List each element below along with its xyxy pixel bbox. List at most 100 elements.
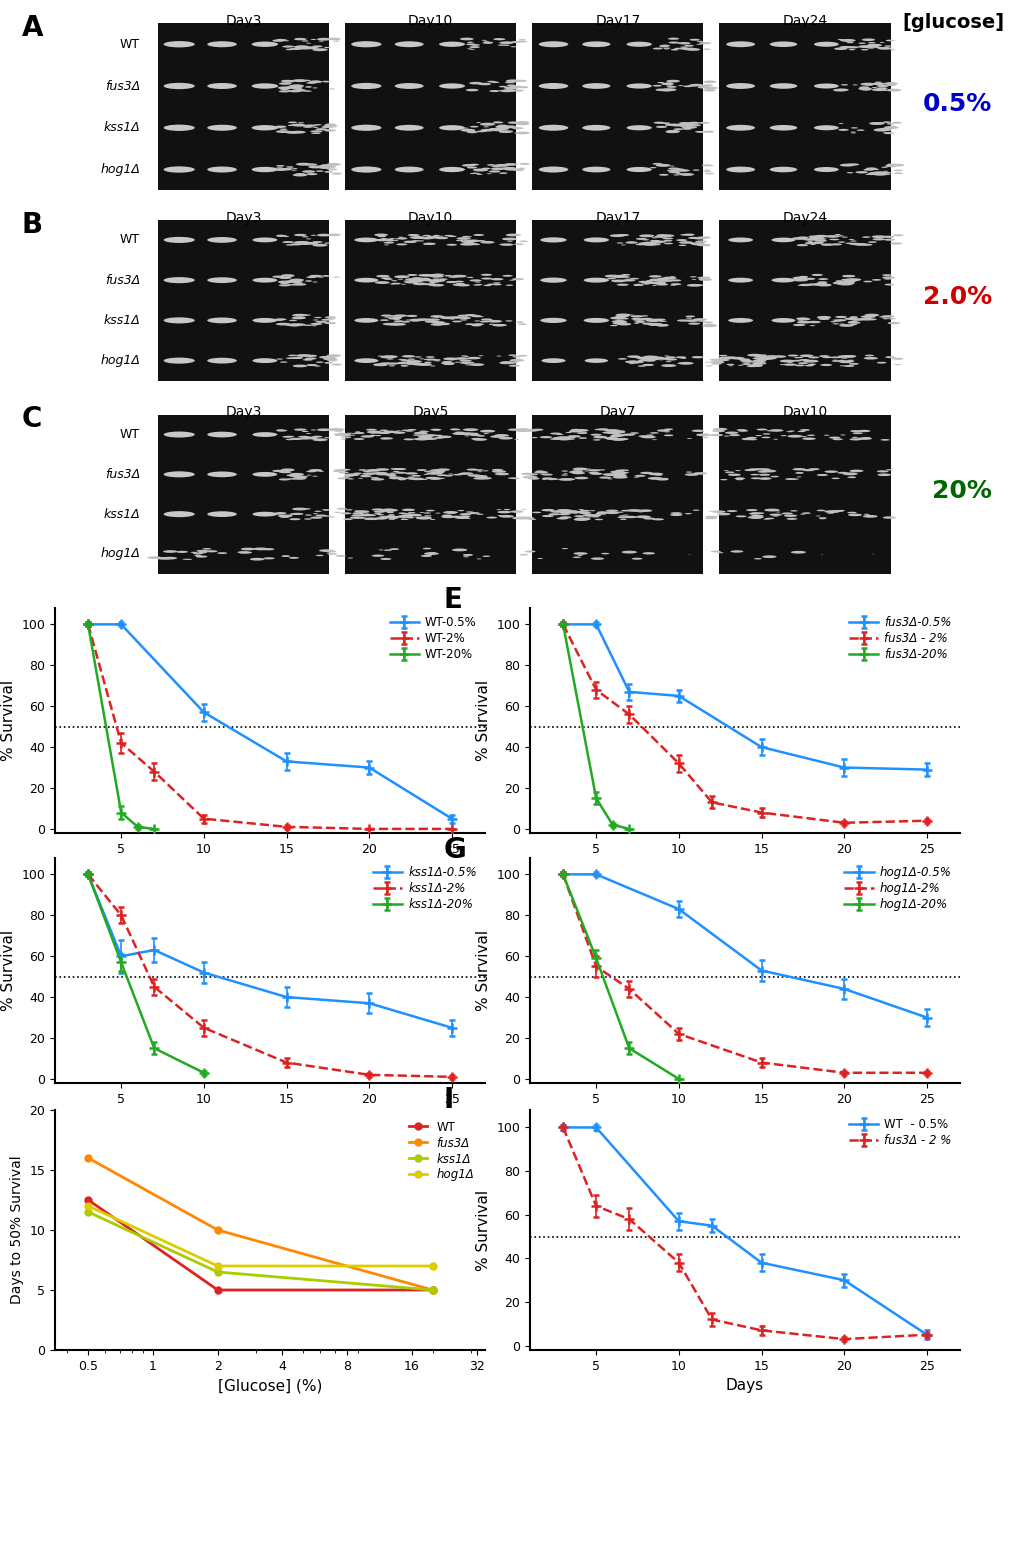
Circle shape (263, 557, 274, 560)
Circle shape (498, 172, 507, 174)
Circle shape (467, 357, 480, 360)
Circle shape (791, 238, 806, 239)
Circle shape (692, 242, 704, 246)
Circle shape (655, 324, 668, 327)
Ellipse shape (351, 41, 381, 47)
Circle shape (296, 353, 311, 357)
Circle shape (716, 513, 730, 516)
Circle shape (237, 551, 248, 554)
Circle shape (401, 513, 411, 515)
Circle shape (786, 518, 797, 519)
Circle shape (354, 438, 364, 439)
Circle shape (573, 552, 587, 555)
Circle shape (382, 508, 397, 511)
Circle shape (634, 475, 645, 477)
Circle shape (459, 472, 473, 475)
Circle shape (738, 358, 750, 361)
Circle shape (283, 45, 293, 47)
Circle shape (291, 357, 303, 360)
Ellipse shape (582, 41, 609, 47)
Circle shape (616, 516, 628, 518)
Circle shape (217, 552, 227, 554)
Circle shape (451, 275, 467, 277)
Circle shape (418, 516, 431, 519)
Circle shape (656, 235, 665, 236)
Circle shape (280, 274, 294, 277)
Text: Day5: Day5 (412, 405, 448, 419)
Circle shape (752, 357, 762, 360)
Circle shape (606, 438, 619, 439)
Circle shape (606, 278, 615, 280)
Circle shape (516, 122, 529, 125)
Circle shape (781, 513, 792, 515)
Circle shape (728, 474, 740, 475)
Circle shape (548, 513, 559, 516)
Circle shape (652, 163, 662, 164)
Ellipse shape (163, 358, 195, 364)
Y-axis label: % Survival: % Survival (1, 680, 16, 762)
Circle shape (631, 558, 642, 560)
Circle shape (842, 275, 851, 277)
hog1Δ (211, 1256, 223, 1275)
Circle shape (621, 510, 630, 511)
Circle shape (426, 275, 436, 277)
Circle shape (792, 468, 805, 471)
Circle shape (433, 324, 442, 325)
Circle shape (388, 324, 399, 325)
Circle shape (425, 319, 437, 321)
Circle shape (838, 283, 852, 286)
Circle shape (196, 555, 207, 558)
Ellipse shape (769, 125, 797, 130)
Circle shape (448, 277, 457, 278)
Circle shape (663, 280, 673, 282)
Circle shape (400, 321, 410, 322)
Circle shape (498, 515, 514, 518)
Circle shape (744, 469, 755, 471)
Circle shape (704, 518, 716, 519)
Text: fus3Δ: fus3Δ (105, 274, 140, 286)
Circle shape (572, 468, 587, 471)
Circle shape (294, 174, 306, 175)
Circle shape (882, 239, 895, 241)
Circle shape (662, 238, 673, 239)
Circle shape (649, 477, 659, 479)
Circle shape (655, 125, 666, 128)
Circle shape (441, 515, 452, 516)
Circle shape (503, 167, 518, 170)
Circle shape (327, 360, 337, 361)
Circle shape (424, 435, 436, 436)
Circle shape (414, 432, 428, 435)
Circle shape (875, 84, 888, 88)
Circle shape (648, 319, 662, 322)
Circle shape (861, 39, 874, 41)
Text: A: A (21, 14, 43, 42)
Circle shape (424, 321, 438, 322)
Circle shape (575, 518, 587, 519)
Circle shape (360, 475, 371, 477)
Circle shape (649, 278, 661, 282)
Circle shape (510, 510, 523, 513)
Circle shape (663, 435, 673, 436)
Circle shape (433, 435, 442, 436)
Circle shape (289, 91, 301, 92)
Circle shape (285, 131, 300, 135)
Circle shape (334, 433, 344, 435)
Circle shape (702, 89, 715, 92)
Circle shape (579, 510, 590, 511)
Circle shape (467, 239, 479, 242)
Circle shape (414, 438, 428, 441)
Ellipse shape (252, 238, 277, 242)
Circle shape (287, 122, 297, 124)
Circle shape (823, 471, 838, 472)
Circle shape (473, 169, 488, 172)
Circle shape (460, 242, 474, 246)
Circle shape (702, 170, 710, 172)
Ellipse shape (351, 166, 381, 172)
Circle shape (350, 516, 364, 519)
Circle shape (453, 280, 464, 283)
Text: kss1Δ: kss1Δ (103, 122, 140, 135)
Circle shape (836, 89, 848, 91)
Circle shape (459, 360, 471, 361)
Circle shape (283, 80, 294, 83)
Circle shape (709, 433, 722, 436)
